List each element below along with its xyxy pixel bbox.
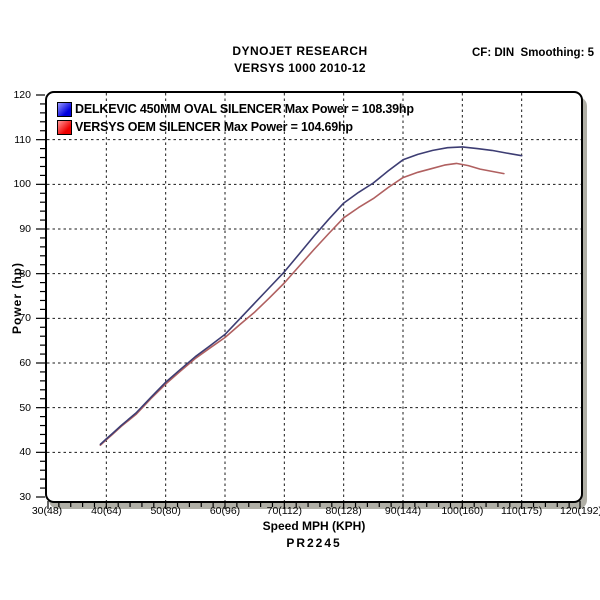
y-axis-title: Power (hp) <box>10 262 24 334</box>
page-title: DYNOJET RESEARCH <box>232 44 368 58</box>
y-tick-label: 70 <box>19 312 31 325</box>
x-axis-title: Speed MPH (KPH) <box>262 519 366 533</box>
x-tick-label: 60(96) <box>209 505 241 517</box>
x-tick-label: 90(144) <box>384 505 422 517</box>
legend-swatch-red <box>57 119 72 135</box>
y-tick-label: 90 <box>19 223 31 235</box>
correction-smoothing-label: CF: DIN Smoothing: 5 <box>471 47 594 59</box>
x-tick-label: 40(64) <box>91 505 122 517</box>
legend-label: DELKEVIC 450MM OVAL SILENCER Max Power =… <box>75 102 414 116</box>
chart-canvas <box>47 93 581 501</box>
x-axis-ticks <box>47 501 581 509</box>
legend-label: VERSYS OEM SILENCER Max Power = 104.69hp <box>75 120 353 134</box>
chart-legend: DELKEVIC 450MM OVAL SILENCER Max Power =… <box>57 100 414 136</box>
x-tick-label: 70(112) <box>266 505 303 517</box>
x-tick-label: 50(80) <box>150 505 181 517</box>
y-tick-label: 50 <box>19 401 31 414</box>
power-curve-delkevic-450mm-oval <box>99 146 523 446</box>
x-tick-label: 110(175) <box>501 505 543 517</box>
x-tick-label: 80(128) <box>325 505 362 517</box>
power-curve-versys-oem <box>99 162 505 447</box>
y-axis-ticks <box>36 94 45 498</box>
y-tick-label: 30 <box>19 491 31 503</box>
run-id-label: PR2245 <box>286 536 342 550</box>
x-tick-label: 120(192) <box>559 505 600 517</box>
y-tick-label: 100 <box>13 178 31 191</box>
legend-swatch-blue <box>57 101 72 117</box>
y-tick-label: 40 <box>19 446 31 459</box>
legend-item-oem: VERSYS OEM SILENCER Max Power = 104.69hp <box>57 118 414 136</box>
x-tick-label: 100(160) <box>441 505 484 517</box>
y-tick-label: 120 <box>13 89 31 101</box>
y-tick-label: 80 <box>19 267 31 280</box>
y-tick-label: 60 <box>19 357 31 369</box>
chart-plot-area: DELKEVIC 450MM OVAL SILENCER Max Power =… <box>45 91 583 503</box>
legend-item-delkevic: DELKEVIC 450MM OVAL SILENCER Max Power =… <box>57 100 414 118</box>
x-tick-label: 30(48) <box>31 505 63 517</box>
y-tick-label: 110 <box>14 133 31 146</box>
vehicle-subtitle: VERSYS 1000 2010-12 <box>234 61 366 75</box>
